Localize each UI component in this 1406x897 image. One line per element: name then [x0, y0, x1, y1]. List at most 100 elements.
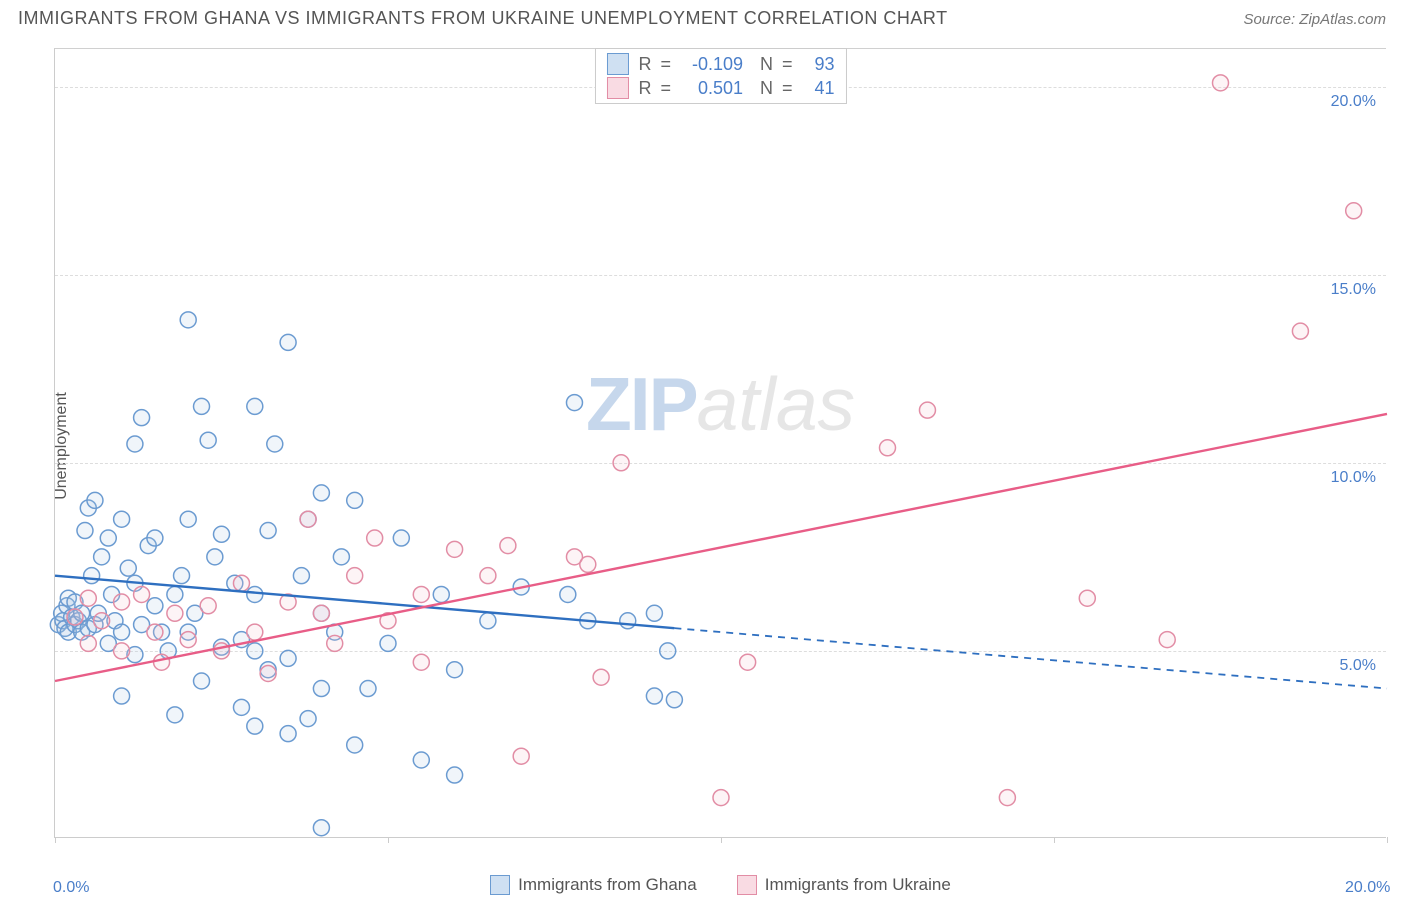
- data-point-ukraine: [147, 624, 163, 640]
- data-point-ghana: [293, 568, 309, 584]
- data-point-ghana: [214, 526, 230, 542]
- data-point-ghana: [247, 643, 263, 659]
- data-point-ghana: [180, 511, 196, 527]
- data-point-ghana: [167, 586, 183, 602]
- data-point-ukraine: [1213, 75, 1229, 91]
- swatch-ukraine-icon: [606, 77, 628, 99]
- data-point-ukraine: [180, 632, 196, 648]
- x-tick: [721, 837, 722, 843]
- x-tick: [55, 837, 56, 843]
- data-point-ukraine: [1159, 632, 1175, 648]
- swatch-ghana-icon: [606, 53, 628, 75]
- data-point-ghana: [167, 707, 183, 723]
- data-point-ukraine: [880, 440, 896, 456]
- data-point-ukraine: [999, 790, 1015, 806]
- data-point-ghana: [194, 398, 210, 414]
- data-point-ghana: [127, 436, 143, 452]
- data-point-ukraine: [413, 654, 429, 670]
- data-point-ghana: [147, 598, 163, 614]
- data-point-ukraine: [154, 654, 170, 670]
- data-point-ghana: [620, 613, 636, 629]
- data-point-ghana: [87, 492, 103, 508]
- data-point-ukraine: [413, 586, 429, 602]
- data-point-ukraine: [1079, 590, 1095, 606]
- data-point-ukraine: [114, 594, 130, 610]
- stats-row-ukraine: R =0.501 N =41: [601, 76, 839, 100]
- trendline-ukraine: [55, 414, 1387, 681]
- data-point-ghana: [280, 726, 296, 742]
- data-point-ghana: [313, 681, 329, 697]
- data-point-ukraine: [1292, 323, 1308, 339]
- stats-row-ghana: R =-0.109 N =93: [601, 52, 839, 76]
- legend-label: Immigrants from Ukraine: [765, 875, 951, 895]
- data-point-ukraine: [300, 511, 316, 527]
- correlation-stats-box: R =-0.109 N =93 R =0.501 N =41: [594, 48, 846, 104]
- data-point-ukraine: [67, 609, 83, 625]
- x-tick: [1387, 837, 1388, 843]
- y-tick-label: 15.0%: [1331, 281, 1376, 299]
- data-point-ukraine: [80, 590, 96, 606]
- data-point-ghana: [393, 530, 409, 546]
- chart-plot-area: ZIPatlas R =-0.109 N =93 R =0.501 N =41 …: [54, 48, 1386, 838]
- data-point-ghana: [267, 436, 283, 452]
- data-point-ghana: [360, 681, 376, 697]
- data-point-ghana: [380, 635, 396, 651]
- data-point-ghana: [120, 560, 136, 576]
- data-point-ghana: [560, 586, 576, 602]
- data-point-ghana: [313, 485, 329, 501]
- data-point-ukraine: [593, 669, 609, 685]
- data-point-ghana: [77, 523, 93, 539]
- data-point-ghana: [280, 334, 296, 350]
- data-point-ghana: [666, 692, 682, 708]
- data-point-ghana: [114, 624, 130, 640]
- data-point-ghana: [194, 673, 210, 689]
- data-point-ghana: [480, 613, 496, 629]
- swatch-ukraine-icon: [737, 875, 757, 895]
- data-point-ghana: [347, 737, 363, 753]
- data-point-ukraine: [513, 748, 529, 764]
- data-point-ghana: [646, 605, 662, 621]
- data-point-ghana: [347, 492, 363, 508]
- data-point-ukraine: [200, 598, 216, 614]
- data-point-ukraine: [327, 635, 343, 651]
- swatch-ghana-icon: [490, 875, 510, 895]
- data-point-ghana: [646, 688, 662, 704]
- data-point-ukraine: [80, 635, 96, 651]
- data-point-ghana: [447, 662, 463, 678]
- data-point-ukraine: [367, 530, 383, 546]
- x-tick: [1054, 837, 1055, 843]
- data-point-ukraine: [260, 665, 276, 681]
- data-point-ghana: [200, 432, 216, 448]
- data-point-ghana: [207, 549, 223, 565]
- data-point-ghana: [180, 312, 196, 328]
- data-point-ghana: [280, 650, 296, 666]
- data-point-ghana: [260, 523, 276, 539]
- legend-item-ukraine: Immigrants from Ukraine: [737, 875, 951, 895]
- data-point-ukraine: [167, 605, 183, 621]
- data-point-ghana: [660, 643, 676, 659]
- legend-label: Immigrants from Ghana: [518, 875, 697, 895]
- data-point-ukraine: [580, 556, 596, 572]
- data-point-ukraine: [94, 613, 110, 629]
- data-point-ukraine: [613, 455, 629, 471]
- data-point-ukraine: [713, 790, 729, 806]
- data-point-ukraine: [919, 402, 935, 418]
- data-point-ghana: [247, 398, 263, 414]
- data-point-ghana: [300, 711, 316, 727]
- data-point-ghana: [566, 395, 582, 411]
- data-point-ukraine: [247, 624, 263, 640]
- data-point-ukraine: [447, 541, 463, 557]
- x-tick-label: 0.0%: [53, 879, 89, 897]
- data-point-ukraine: [500, 538, 516, 554]
- data-point-ghana: [174, 568, 190, 584]
- trendline-ghana-extrapolated: [674, 628, 1387, 688]
- x-tick: [388, 837, 389, 843]
- data-point-ghana: [333, 549, 349, 565]
- data-point-ukraine: [134, 586, 150, 602]
- data-point-ukraine: [740, 654, 756, 670]
- legend-item-ghana: Immigrants from Ghana: [490, 875, 697, 895]
- data-point-ghana: [114, 688, 130, 704]
- data-point-ghana: [233, 699, 249, 715]
- data-point-ghana: [247, 718, 263, 734]
- x-tick-label: 20.0%: [1345, 879, 1390, 897]
